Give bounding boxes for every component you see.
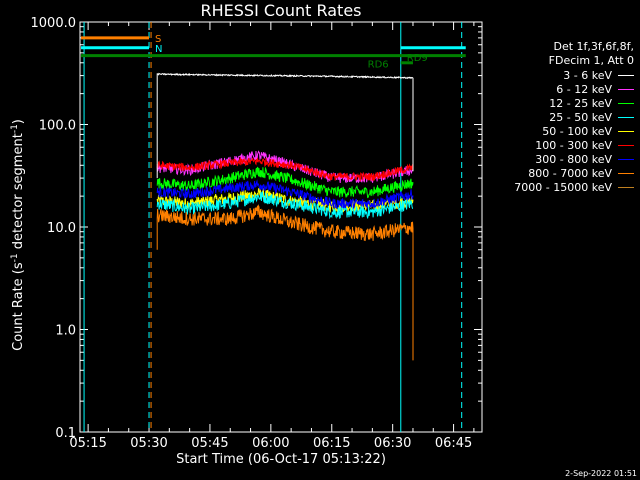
legend-swatch	[618, 88, 634, 90]
legend-label: 6 - 12 keV	[556, 82, 612, 96]
legend-entry: 100 - 300 keV	[482, 138, 634, 152]
legend-entry: 50 - 100 keV	[482, 124, 634, 138]
legend-entry: 12 - 25 keV	[482, 96, 634, 110]
x-tick-label: 06:00	[252, 436, 289, 451]
x-tick-label: 05:30	[130, 436, 167, 451]
legend-label: 300 - 800 keV	[535, 152, 612, 166]
legend-swatch	[618, 102, 634, 104]
series-line	[156, 191, 414, 220]
state-bar-label: RD6	[368, 60, 389, 71]
y-tick-label: 1.0	[55, 324, 76, 339]
legend-swatch	[618, 144, 634, 146]
legend-label: 7000 - 15000 keV	[514, 180, 612, 194]
series-line	[156, 156, 414, 182]
legend-swatch	[618, 74, 634, 76]
state-bar-label: RD9	[407, 53, 428, 64]
legend-entry: 25 - 50 keV	[482, 110, 634, 124]
series-line	[156, 203, 414, 361]
legend-label: 25 - 50 keV	[549, 110, 612, 124]
chart-title: RHESSI Count Rates	[200, 1, 362, 20]
legend-swatch	[618, 172, 634, 174]
x-tick-label: 06:15	[313, 436, 350, 451]
legend-entry: 800 - 7000 keV	[482, 166, 634, 180]
x-tick-label: 05:15	[69, 436, 106, 451]
y-tick-label: 10.0	[47, 221, 76, 236]
legend-entry: 6 - 12 keV	[482, 82, 634, 96]
legend-label: 800 - 7000 keV	[528, 166, 612, 180]
y-tick-label: 1000.0	[31, 16, 77, 31]
x-axis-label: Start Time (06-Oct-17 05:13:22)	[176, 452, 386, 467]
legend-header-detectors: Det 1f,3f,6f,8f,	[553, 40, 634, 53]
legend-entry: 3 - 6 keV	[482, 68, 634, 82]
x-tick-label: 06:30	[374, 436, 411, 451]
legend-entry: 7000 - 15000 keV	[482, 180, 634, 194]
legend-label: 3 - 6 keV	[563, 68, 612, 82]
series-line	[156, 166, 414, 199]
x-tick-label: 05:45	[191, 436, 228, 451]
y-axis-label: Count Rate (s-1 detector segment-1)	[9, 119, 27, 351]
series-line	[156, 179, 414, 210]
legend-label: 100 - 300 keV	[535, 138, 612, 152]
y-tick-label: 100.0	[39, 119, 76, 134]
state-bar-label: S	[155, 34, 161, 45]
legend: Det 1f,3f,6f,8f, FDecim 1, Att 0 3 - 6 k…	[482, 40, 634, 194]
date-stamp: 2-Sep-2022 01:51	[565, 469, 637, 478]
legend-swatch	[618, 186, 634, 188]
legend-label: 50 - 100 keV	[542, 124, 612, 138]
legend-swatch	[618, 130, 634, 132]
series-line	[156, 72, 414, 179]
plot-frame	[79, 21, 483, 433]
state-bar-label: N	[155, 44, 162, 55]
legend-header-decimation: FDecim 1, Att 0	[548, 54, 634, 67]
x-tick-label: 06:45	[435, 436, 472, 451]
y-tick-label: 0.1	[55, 426, 76, 441]
legend-swatch	[618, 158, 634, 160]
legend-label: 12 - 25 keV	[549, 96, 612, 110]
legend-swatch	[618, 116, 634, 118]
legend-entry: 300 - 800 keV	[482, 152, 634, 166]
